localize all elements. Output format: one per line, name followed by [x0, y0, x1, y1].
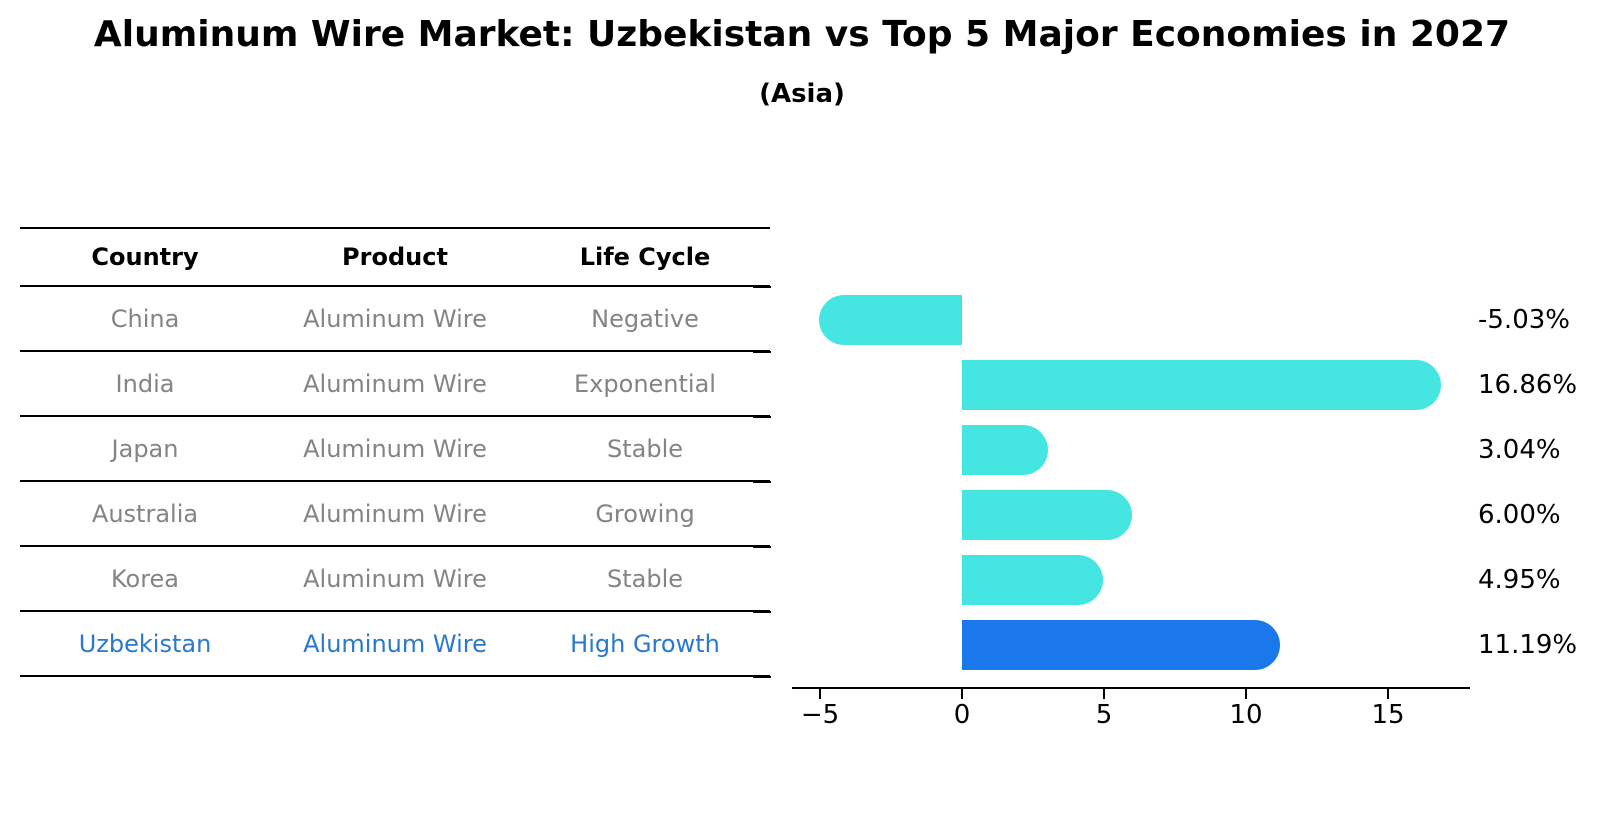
table-row-china: China Aluminum Wire Negative: [20, 287, 770, 352]
bar-value-label-india: 16.86%: [1478, 370, 1578, 400]
y-tick-mark-2: [753, 416, 771, 418]
table-header-row: Country Product Life Cycle: [20, 227, 770, 287]
cell-product: Aluminum Wire: [303, 499, 487, 528]
cell-life-cycle: Stable: [606, 564, 684, 593]
bar-value-label-china: -5.03%: [1478, 305, 1570, 335]
y-tick-mark-1: [753, 351, 771, 353]
x-tick-mark-2: [1103, 689, 1105, 699]
y-tick-mark-0: [753, 286, 771, 288]
chart-title: Aluminum Wire Market: Uzbekistan vs Top …: [93, 14, 1511, 55]
table-row-australia: Australia Aluminum Wire Growing: [20, 482, 770, 547]
bar-value-label-japan: 3.04%: [1478, 435, 1561, 465]
table-row-uzbekistan: Uzbekistan Aluminum Wire High Growth: [20, 612, 770, 677]
cell-product: Aluminum Wire: [303, 304, 487, 333]
table-header-life-cycle: Life Cycle: [579, 243, 711, 271]
cell-country: Japan: [111, 434, 179, 463]
cell-country: India: [115, 369, 175, 398]
country-table: Country Product Life Cycle China Aluminum W…: [20, 227, 770, 677]
x-tick-mark-4: [1387, 689, 1389, 699]
cell-life-cycle: High Growth: [570, 629, 720, 658]
cell-country: Uzbekistan: [78, 629, 212, 658]
x-tick-mark-1: [961, 689, 963, 699]
x-tick-label-3: 10: [1229, 700, 1263, 730]
y-tick-mark-5: [753, 611, 771, 613]
x-tick-label-4: 15: [1371, 700, 1405, 730]
bar-india: [962, 360, 1441, 410]
table-header-product: Product: [342, 243, 448, 271]
x-tick-mark-0: [819, 689, 821, 699]
bar-korea: [962, 555, 1103, 605]
cell-product: Aluminum Wire: [303, 369, 487, 398]
y-tick-mark-4: [753, 546, 771, 548]
bar-value-label-australia: 6.00%: [1478, 500, 1561, 530]
bar-china: [819, 295, 962, 345]
x-tick-label-1: 0: [953, 700, 971, 730]
bar-japan: [962, 425, 1049, 475]
table-header-country: Country: [91, 243, 199, 271]
table-row-japan: Japan Aluminum Wire Stable: [20, 417, 770, 482]
bar-value-label-korea: 4.95%: [1478, 565, 1561, 595]
x-tick-label-2: 5: [1095, 700, 1113, 730]
cell-product: Aluminum Wire: [303, 564, 487, 593]
cell-country: Korea: [110, 564, 180, 593]
table-body: China Aluminum Wire Negative India Aluminum …: [20, 287, 770, 677]
bar-value-label-uzbekistan: 11.19%: [1478, 630, 1578, 660]
chart-subtitle: (Asia): [759, 79, 845, 109]
y-tick-mark-6: [753, 676, 771, 678]
x-tick-label-0: −5: [800, 700, 840, 730]
cell-life-cycle: Growing: [595, 499, 695, 528]
y-tick-mark-3: [753, 481, 771, 483]
x-axis-line: [792, 687, 1470, 689]
cell-country: China: [110, 304, 180, 333]
cell-product: Aluminum Wire: [303, 629, 487, 658]
cell-product: Aluminum Wire: [303, 434, 487, 463]
bar-australia: [962, 490, 1133, 540]
cell-life-cycle: Stable: [606, 434, 684, 463]
x-tick-mark-3: [1245, 689, 1247, 699]
cell-life-cycle: Exponential: [574, 369, 716, 398]
table-row-korea: Korea Aluminum Wire Stable: [20, 547, 770, 612]
cell-country: Australia: [91, 499, 199, 528]
bar-uzbekistan: [962, 620, 1280, 670]
cell-life-cycle: Negative: [591, 304, 699, 333]
table-row-india: India Aluminum Wire Exponential: [20, 352, 770, 417]
